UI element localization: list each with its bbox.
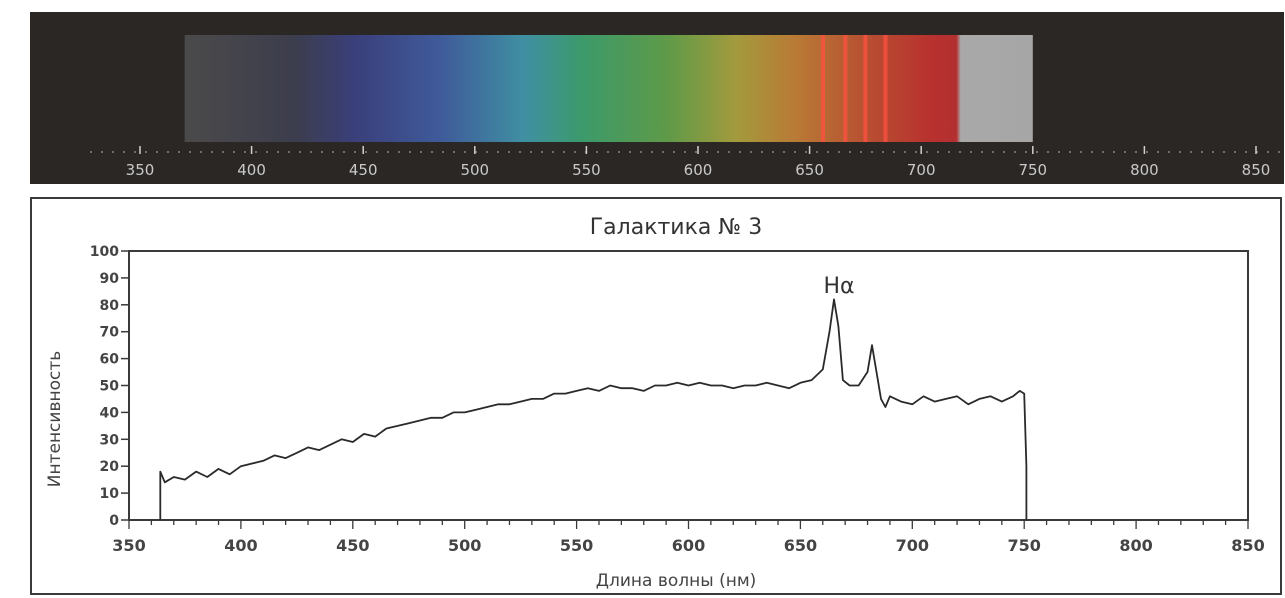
y-tick-label: 20: [100, 459, 120, 475]
y-tick-label: 90: [100, 271, 120, 287]
x-tick-label: 600: [672, 536, 705, 555]
strip-tick-label: 600: [684, 161, 713, 179]
strip-tick-label: 650: [795, 161, 824, 179]
series-line: [159, 298, 1028, 520]
strip-tick-label: 350: [126, 161, 155, 179]
y-tick-label: 100: [90, 244, 119, 260]
x-tick-label: 700: [896, 536, 929, 555]
chart-frame: [30, 197, 1282, 595]
strip-tick-label: 550: [572, 161, 601, 179]
x-tick-label: 350: [112, 536, 145, 555]
x-tick-label: 800: [1119, 536, 1152, 555]
y-axis: 0 10 20 30 40 50 60 70 80 90 100: [90, 244, 129, 529]
x-tick-label: 850: [1231, 536, 1264, 555]
y-tick-label: 10: [100, 486, 120, 502]
strip-tick-label: 450: [349, 161, 378, 179]
y-tick-label: 40: [100, 405, 120, 421]
y-tick-label: 50: [100, 379, 120, 395]
x-tick-label: 400: [224, 536, 257, 555]
emission-line: [863, 35, 868, 142]
x-axis: 350 400 450 500 550 600 650 700 750 800 850: [112, 520, 1265, 555]
strip-tick-label: 750: [1018, 161, 1047, 179]
spectrum-strip: 350 400 450 500 550 600 650 700 750 800 850: [30, 12, 1284, 184]
x-tick-label: 550: [560, 536, 593, 555]
x-tick-label: 500: [448, 536, 481, 555]
strip-tick-label: 800: [1130, 161, 1159, 179]
y-axis-label: Интенсивность: [45, 351, 65, 488]
spectrum-band: [184, 35, 1033, 142]
emission-line: [883, 35, 888, 142]
chart-title: Галактика № 3: [590, 215, 762, 240]
strip-tick-label: 500: [460, 161, 489, 179]
x-tick-label: 650: [784, 536, 817, 555]
emission-line: [820, 35, 825, 142]
x-tick-label: 750: [1007, 536, 1040, 555]
strip-tick-label: 400: [237, 161, 266, 179]
y-tick-label: 30: [100, 432, 120, 448]
x-axis-label: Длина волны (нм): [596, 571, 757, 591]
y-tick-label: 70: [100, 325, 120, 341]
intensity-chart: Галактика № 3 0 10 20 30 40 50 60 70 80 90 100 350…: [30, 197, 1282, 595]
emission-line: [843, 35, 848, 142]
strip-tick-label: 700: [907, 161, 936, 179]
strip-tick-label: 850: [1242, 161, 1271, 179]
annotation-halpha: Hα: [823, 274, 854, 299]
y-tick-label: 60: [100, 352, 120, 368]
y-tick-label: 0: [109, 513, 119, 529]
x-tick-label: 450: [336, 536, 369, 555]
y-tick-label: 80: [100, 298, 120, 314]
